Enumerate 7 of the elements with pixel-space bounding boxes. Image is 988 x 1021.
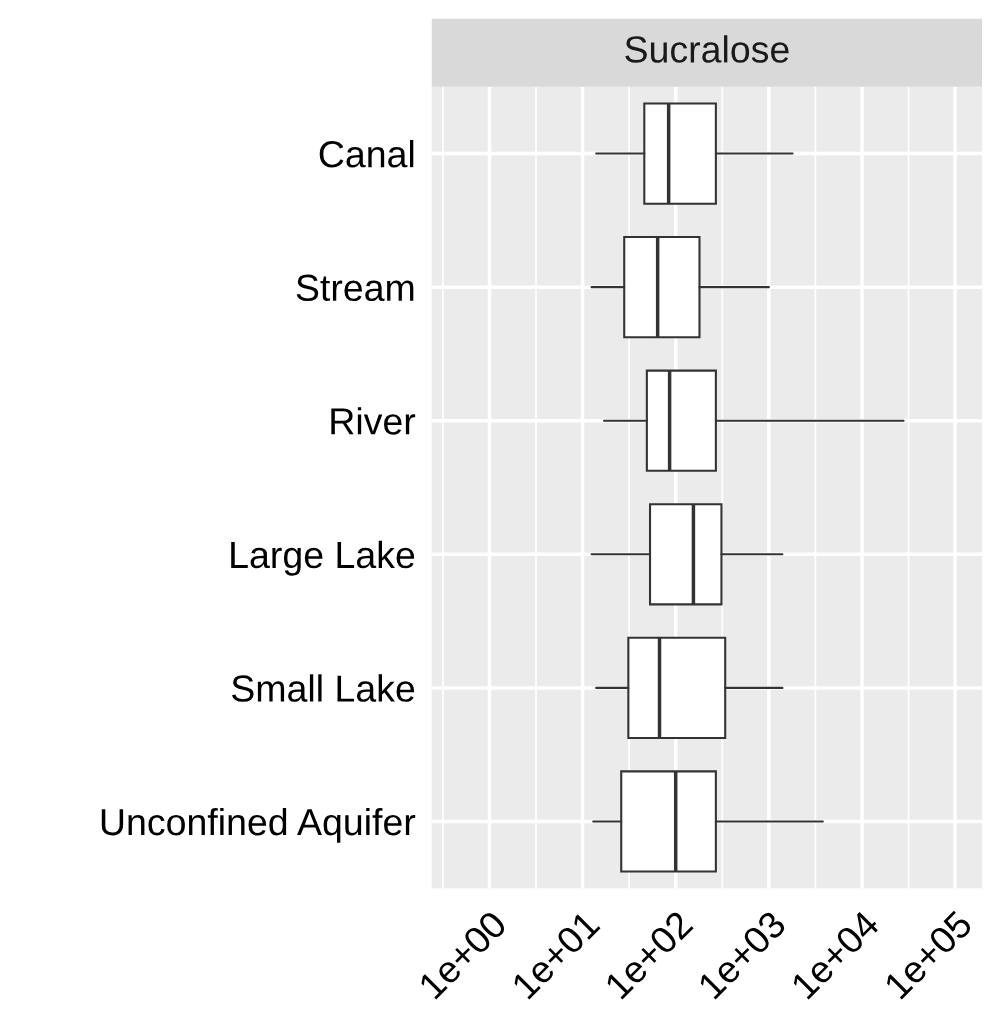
- chart-title: Sucralose: [625, 35, 789, 63]
- y-tick-label: River: [331, 407, 416, 435]
- y-tick-label: Canal: [319, 139, 414, 168]
- y-tick-label: Unconfined Aquifer: [101, 807, 416, 843]
- y-tick-label: Large Lake: [231, 540, 415, 576]
- y-tick-label: Stream: [296, 274, 414, 302]
- y-tick-label: Small Lake: [231, 674, 415, 702]
